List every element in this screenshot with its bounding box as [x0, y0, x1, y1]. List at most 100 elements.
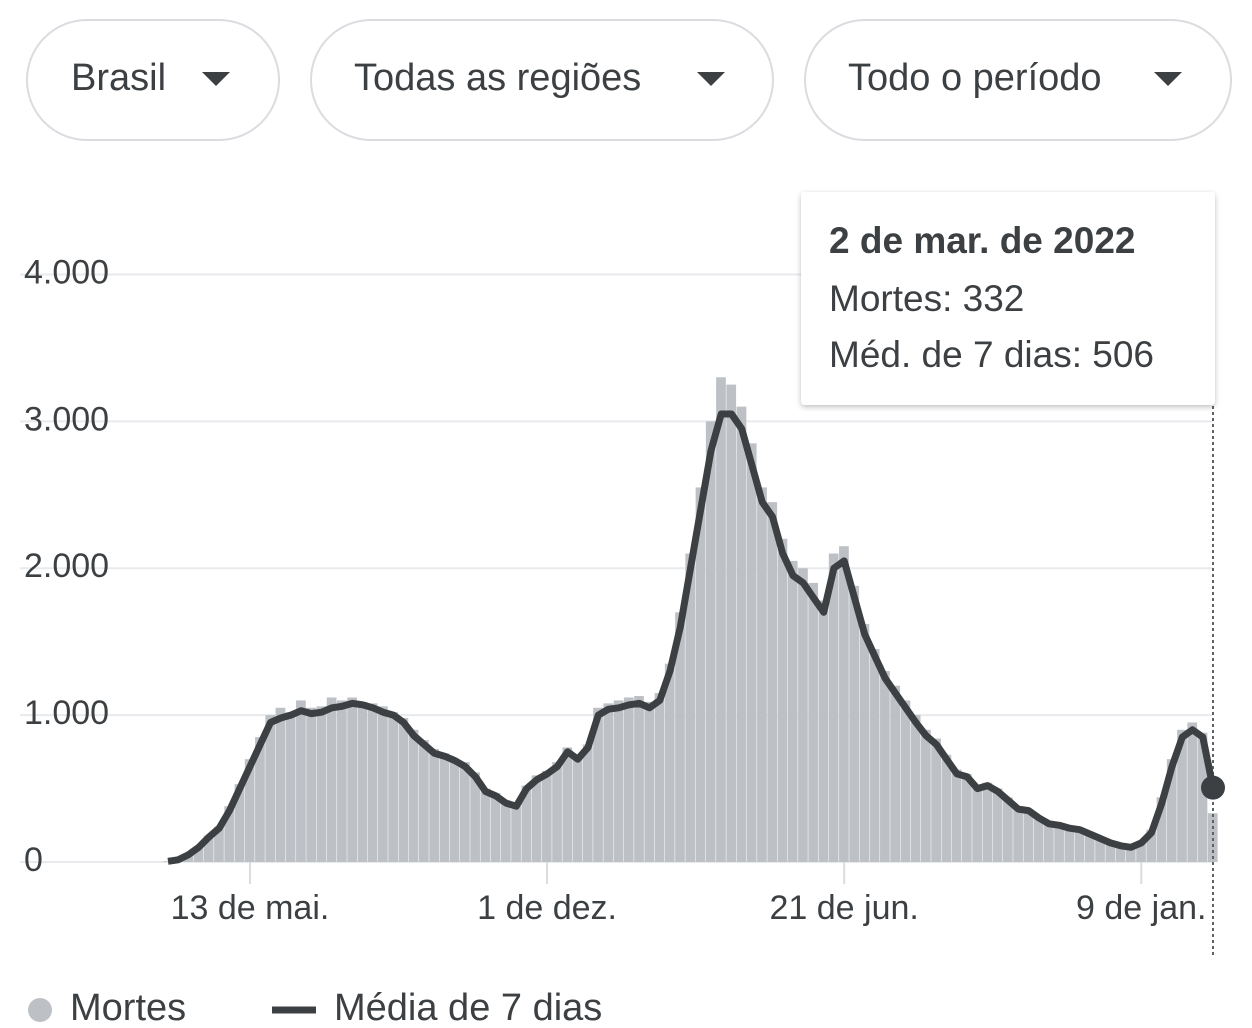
dropdown-arrow [202, 72, 230, 86]
bar [449, 759, 460, 862]
bar [1125, 846, 1136, 862]
bar [1043, 822, 1054, 862]
bar [1084, 832, 1095, 862]
bar [419, 740, 429, 862]
bar [470, 772, 480, 862]
dropdown-label[interactable]: Todas as regiões [354, 57, 641, 99]
bar [726, 384, 737, 862]
bar [808, 582, 819, 862]
bar [347, 697, 358, 862]
bar [562, 747, 573, 862]
bar [767, 502, 778, 862]
bar [839, 546, 849, 862]
bar [296, 700, 306, 862]
bar [408, 729, 419, 862]
bar [480, 788, 491, 862]
bar [798, 568, 808, 862]
y-tick-label: 3.000 [24, 400, 109, 438]
bar [992, 788, 1003, 862]
bar [675, 612, 685, 862]
y-tick-label: 2.000 [24, 547, 109, 585]
bar [818, 600, 829, 862]
dropdown[interactable] [26, 19, 280, 141]
bar [982, 782, 993, 862]
filter-regions[interactable]: Todas as regiões [310, 19, 774, 141]
bar [972, 785, 982, 862]
bar [757, 487, 767, 862]
dropdown[interactable] [804, 19, 1232, 141]
bar [880, 671, 890, 862]
avg-line [167, 410, 1217, 865]
bar [613, 700, 624, 862]
bar [541, 770, 552, 862]
dropdown-label[interactable]: Todo o período [848, 57, 1102, 99]
bar [326, 697, 337, 862]
x-tick-label: 21 de jun. [769, 889, 918, 927]
dropdown-arrow [697, 72, 725, 86]
bar [705, 421, 716, 862]
bar [623, 697, 634, 862]
legend: Mortes Média de 7 dias [28, 987, 602, 1028]
bar [685, 553, 696, 862]
x-tick-label: 1 de dez. [477, 889, 617, 927]
bar [634, 696, 644, 862]
bar [306, 707, 317, 862]
bar [1197, 732, 1208, 862]
tooltip-line: Mortes: 332 [829, 278, 1024, 319]
y-tick-label: 0 [24, 841, 43, 879]
bar [859, 624, 870, 862]
bar [582, 744, 593, 862]
bar [337, 700, 347, 862]
bar [736, 406, 747, 862]
x-tick-label: 9 de jan. [1076, 889, 1206, 927]
bar [664, 663, 675, 862]
bar [234, 784, 245, 862]
bar [388, 712, 399, 862]
bar [1156, 797, 1167, 862]
bar [511, 804, 521, 862]
bar [521, 785, 532, 862]
dropdown-label[interactable]: Brasil [71, 57, 166, 99]
bar [214, 826, 224, 862]
bar [777, 538, 788, 862]
bar [1115, 845, 1126, 862]
bar [603, 703, 614, 862]
bar [244, 759, 255, 862]
bar [716, 377, 726, 862]
bar [746, 443, 757, 862]
bar [961, 773, 972, 862]
bar [900, 700, 911, 862]
dropdown-arrow [1154, 72, 1182, 86]
bar [931, 738, 941, 862]
bar [500, 800, 511, 862]
tooltip-line: Méd. de 7 dias: 506 [829, 334, 1154, 375]
plot: 0 1.000 2.000 3.000 4.000 13 de mai. 1 de dez.… [20, 253, 1218, 927]
filter-brasil[interactable]: Brasil [26, 19, 280, 141]
bar [378, 706, 388, 862]
bar [654, 693, 665, 862]
bar [552, 762, 562, 862]
bar [1177, 729, 1187, 862]
bar [1074, 828, 1085, 862]
bar [1105, 841, 1116, 862]
bar [1002, 797, 1013, 862]
bar [1064, 826, 1075, 862]
bar [429, 748, 439, 862]
bar [531, 775, 542, 862]
bar [921, 729, 931, 862]
bar [1013, 806, 1023, 862]
tooltip: 2 de mar. de 2022 Mortes: 332 Méd. de 7 … [801, 192, 1215, 405]
bar [285, 712, 296, 862]
bar [162, 861, 173, 862]
bar [910, 715, 921, 862]
bar [828, 553, 839, 862]
y-tick-label: 1.000 [24, 694, 109, 732]
bar [695, 487, 706, 862]
bar [572, 756, 583, 862]
tooltip-box [801, 192, 1215, 405]
bar [193, 848, 204, 862]
filter-period[interactable]: Todo o período [804, 19, 1232, 141]
dropdown[interactable] [310, 19, 774, 141]
bar [941, 754, 952, 862]
